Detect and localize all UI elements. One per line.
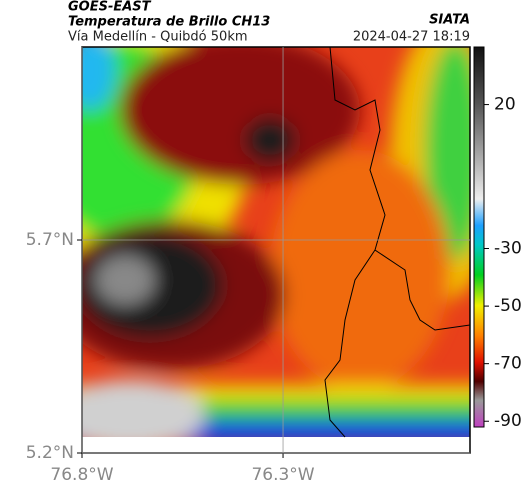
satellite-image bbox=[82, 47, 470, 453]
timestamp: 2024-04-27 18:19 bbox=[353, 30, 470, 45]
colorbar-tick-label: -90 bbox=[494, 411, 522, 431]
x-tick-label: 76.3°W bbox=[251, 465, 314, 485]
colorbar-tick-label: -50 bbox=[494, 296, 522, 316]
source: SIATA bbox=[429, 13, 470, 28]
title: GOES-EAST bbox=[68, 0, 152, 15]
colorbar-tick-label: -30 bbox=[494, 239, 522, 259]
subtitle: Temperatura de Brillo CH13 bbox=[68, 15, 270, 30]
route: Vía Medellín - Quibdó 50km bbox=[68, 30, 248, 45]
colorbar bbox=[473, 46, 485, 428]
y-tick-label: 5.7°N bbox=[26, 230, 74, 250]
colorbar-tick-label: -70 bbox=[494, 354, 522, 374]
y-tick-label: 5.2°N bbox=[26, 443, 74, 463]
x-tick-label: 76.8°W bbox=[50, 465, 113, 485]
colorbar-tick-label: 20 bbox=[494, 95, 516, 115]
